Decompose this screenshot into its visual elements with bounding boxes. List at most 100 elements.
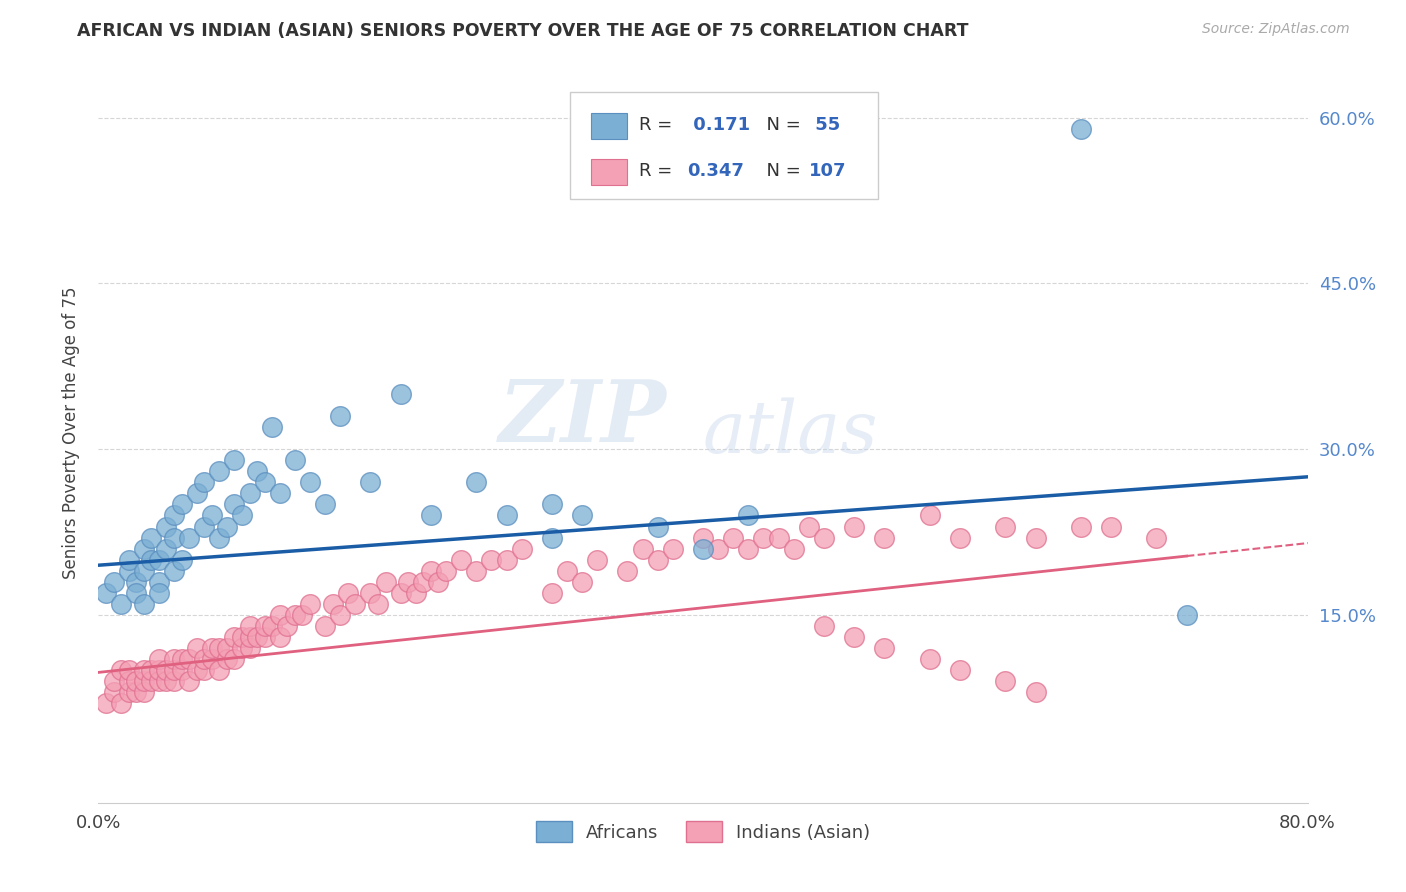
Text: R =: R = (638, 162, 678, 180)
Text: 0.171: 0.171 (688, 116, 751, 135)
Point (586, 552, 609, 566)
Point (179, 531, 201, 545)
Point (193, 475, 215, 490)
Point (224, 652, 246, 666)
Legend: Africans, Indians (Asian): Africans, Indians (Asian) (529, 814, 877, 849)
Point (994, 674, 1017, 689)
Point (707, 541, 730, 556)
Point (405, 586, 427, 600)
Point (208, 531, 231, 545)
Point (752, 531, 775, 545)
Point (1070, 519, 1092, 533)
Text: AFRICAN VS INDIAN (ASIAN) SENIORS POVERTY OVER THE AGE OF 75 CORRELATION CHART: AFRICAN VS INDIAN (ASIAN) SENIORS POVERT… (77, 22, 969, 40)
Point (208, 464, 231, 478)
Point (253, 619, 276, 633)
FancyBboxPatch shape (569, 92, 879, 200)
Point (420, 508, 443, 523)
Point (224, 630, 246, 644)
Point (262, 420, 284, 434)
Text: 0.347: 0.347 (688, 162, 744, 180)
Point (125, 685, 148, 699)
Point (239, 619, 262, 633)
Point (132, 685, 155, 699)
Point (737, 508, 759, 523)
Text: R =: R = (638, 116, 678, 135)
Point (179, 652, 201, 666)
Point (412, 574, 434, 589)
Point (329, 607, 352, 622)
Point (163, 663, 186, 677)
Point (118, 663, 141, 677)
Point (367, 597, 389, 611)
Point (299, 597, 322, 611)
Point (141, 531, 163, 545)
Point (1099, 519, 1122, 533)
Point (813, 531, 835, 545)
Y-axis label: Seniors Poverty Over the Age of 75: Seniors Poverty Over the Age of 75 (62, 286, 80, 579)
Point (873, 531, 896, 545)
Point (450, 552, 472, 566)
Point (231, 641, 253, 656)
Point (118, 685, 141, 699)
Text: atlas: atlas (703, 397, 879, 468)
Point (434, 564, 457, 578)
Point (571, 508, 593, 523)
Point (186, 486, 208, 500)
Point (215, 519, 238, 533)
Point (231, 508, 253, 523)
Text: 107: 107 (810, 162, 846, 180)
Point (118, 564, 141, 578)
Point (314, 498, 336, 512)
Point (360, 475, 382, 490)
Point (141, 552, 163, 566)
Point (110, 697, 132, 711)
Point (1024, 685, 1046, 699)
Point (239, 486, 262, 500)
Point (344, 597, 367, 611)
Point (616, 564, 638, 578)
Point (844, 519, 866, 533)
Point (284, 607, 307, 622)
Point (170, 652, 193, 666)
Point (148, 552, 170, 566)
Point (540, 498, 562, 512)
Point (262, 619, 284, 633)
Point (465, 475, 488, 490)
Point (201, 652, 224, 666)
Point (495, 552, 517, 566)
Bar (591, 159, 627, 185)
Point (1175, 607, 1198, 622)
Point (148, 574, 170, 589)
Point (291, 607, 314, 622)
Point (201, 508, 224, 523)
Point (389, 586, 412, 600)
Point (148, 652, 170, 666)
Point (103, 674, 125, 689)
Point (495, 508, 517, 523)
Point (125, 586, 148, 600)
Point (737, 541, 759, 556)
Point (125, 674, 148, 689)
Text: N =: N = (755, 116, 807, 135)
Point (555, 564, 578, 578)
Point (994, 519, 1017, 533)
Point (94, 697, 117, 711)
Point (231, 630, 253, 644)
Point (276, 619, 298, 633)
Point (427, 574, 450, 589)
Point (813, 619, 835, 633)
Point (571, 574, 593, 589)
Point (396, 574, 419, 589)
Point (155, 519, 177, 533)
Point (246, 464, 269, 478)
Point (118, 552, 141, 566)
Point (647, 519, 669, 533)
Point (118, 674, 141, 689)
Point (1070, 121, 1092, 136)
Point (94, 586, 117, 600)
Point (783, 541, 806, 556)
Point (215, 641, 238, 656)
Point (540, 531, 562, 545)
Point (208, 641, 231, 656)
Point (170, 663, 193, 677)
